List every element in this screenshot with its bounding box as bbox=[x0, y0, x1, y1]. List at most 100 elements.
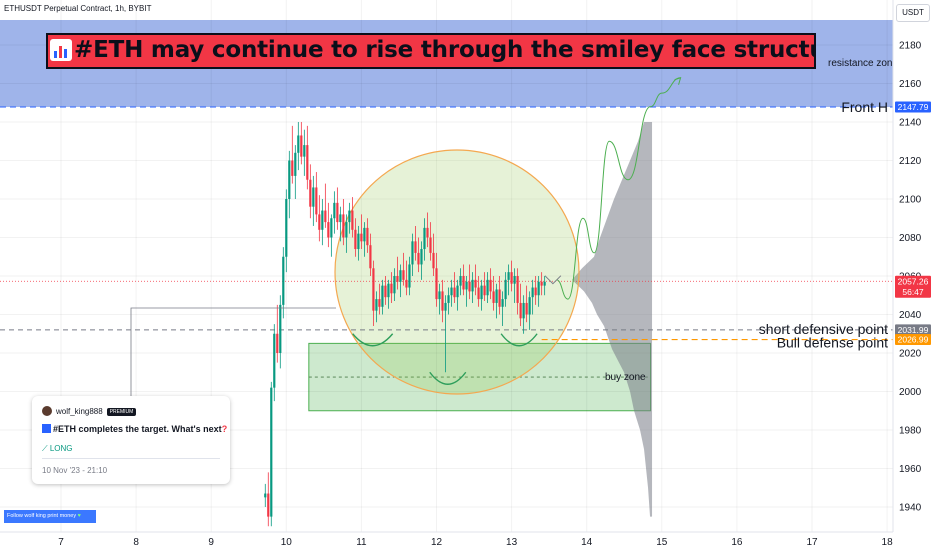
candle-body-78 bbox=[498, 289, 501, 307]
candle-body-48 bbox=[408, 264, 411, 288]
price-tag-bg-3 bbox=[895, 334, 931, 346]
time-tick-16: 16 bbox=[731, 537, 743, 548]
horizontal-levels bbox=[0, 106, 893, 341]
candle-body-40 bbox=[384, 285, 387, 298]
price-tag-1: 2057.26 bbox=[898, 276, 929, 286]
candle-body-12 bbox=[300, 135, 303, 157]
candle-body-70 bbox=[474, 279, 477, 288]
candle-body-53 bbox=[423, 227, 426, 250]
candle-body-18 bbox=[318, 214, 321, 230]
bar-chart-icon bbox=[42, 424, 51, 433]
price-tick-2140: 2140 bbox=[899, 118, 922, 129]
candle-body-54 bbox=[426, 227, 429, 238]
candle-body-73 bbox=[483, 285, 486, 296]
time-tick-8: 8 bbox=[133, 537, 139, 548]
candle-body-79 bbox=[501, 299, 504, 307]
post-title[interactable]: #ETH completes the target. What's next? bbox=[42, 424, 227, 434]
candle-body-77 bbox=[495, 289, 498, 303]
price-tag-3: 2026.99 bbox=[898, 335, 929, 345]
post-title-text: #ETH completes the target. What's next bbox=[53, 424, 222, 434]
candle-body-72 bbox=[480, 285, 483, 300]
card-divider bbox=[42, 458, 220, 459]
price-tick-2020: 2020 bbox=[899, 349, 922, 360]
price-tick-2180: 2180 bbox=[899, 41, 922, 52]
candle-body-38 bbox=[378, 299, 381, 307]
candle-body-49 bbox=[411, 241, 414, 265]
time-tick-14: 14 bbox=[581, 537, 593, 548]
candle-body-55 bbox=[429, 237, 432, 253]
price-tick-1960: 1960 bbox=[899, 464, 922, 475]
question-mark-icon: ? bbox=[221, 424, 228, 434]
candle-body-92 bbox=[540, 281, 543, 286]
candle-body-50 bbox=[414, 241, 417, 253]
candle-body-29 bbox=[351, 210, 354, 230]
direction-text: LONG bbox=[49, 444, 73, 453]
candle-body-57 bbox=[435, 268, 438, 300]
price-tick-2160: 2160 bbox=[899, 79, 922, 90]
candle-body-4 bbox=[276, 333, 279, 353]
candle-body-85 bbox=[519, 302, 522, 319]
candle-body-42 bbox=[390, 283, 393, 294]
candle-body-11 bbox=[297, 135, 300, 153]
time-tick-7: 7 bbox=[58, 537, 64, 548]
candle-body-5 bbox=[279, 304, 282, 353]
time-tick-12: 12 bbox=[431, 537, 443, 548]
candle-body-6 bbox=[282, 256, 285, 305]
candle-body-45 bbox=[399, 270, 402, 282]
currency-button[interactable]: USDT bbox=[896, 4, 930, 22]
candle-body-25 bbox=[339, 214, 342, 223]
short-defense-label: short defensive point bbox=[759, 321, 888, 337]
post-author[interactable]: wolf_king888 PREMIUM bbox=[42, 406, 137, 416]
candle-body-32 bbox=[360, 233, 363, 242]
time-tick-10: 10 bbox=[281, 537, 293, 548]
candle-body-44 bbox=[396, 276, 399, 282]
candle-body-61 bbox=[447, 295, 450, 303]
projection-path bbox=[556, 77, 681, 300]
candle-body-90 bbox=[534, 287, 537, 296]
candle-body-33 bbox=[363, 227, 366, 242]
candle-body-34 bbox=[366, 227, 369, 246]
candle-body-88 bbox=[528, 297, 531, 315]
level-labels: resistance zon Front H short defensive p… bbox=[605, 58, 892, 383]
smile-arc-1 bbox=[352, 333, 394, 347]
candle-body-22 bbox=[330, 218, 333, 238]
price-tag-bg-0 bbox=[895, 101, 931, 113]
smiley-face-circle bbox=[334, 149, 580, 395]
candle-body-3 bbox=[273, 333, 276, 388]
direction-label: ⟋ LONG bbox=[42, 444, 73, 454]
candle-body-24 bbox=[336, 202, 339, 223]
candle-body-21 bbox=[327, 222, 330, 238]
projection-arrowhead bbox=[674, 76, 682, 85]
time-tick-13: 13 bbox=[506, 537, 518, 548]
candle-body-93 bbox=[543, 281, 546, 286]
candle-body-37 bbox=[375, 299, 378, 311]
price-axis: 1940196019802000202020402060208021002120… bbox=[892, 0, 932, 550]
candle-body-66 bbox=[462, 276, 465, 290]
candle-body-75 bbox=[489, 279, 492, 292]
candle-body-26 bbox=[342, 214, 345, 238]
candle-body-60 bbox=[444, 302, 447, 311]
candle-body-8 bbox=[288, 160, 291, 199]
candle-body-47 bbox=[405, 279, 408, 288]
candle-body-64 bbox=[456, 285, 459, 298]
post-date: 10 Nov '23 - 21:10 bbox=[42, 466, 108, 475]
price-tag-bg-2 bbox=[895, 324, 931, 336]
price-tick-1980: 1980 bbox=[899, 426, 922, 437]
candle-body-69 bbox=[471, 279, 474, 292]
green-heart-icon: ♥ bbox=[77, 513, 81, 519]
candle-body-67 bbox=[465, 281, 468, 290]
front-high-label: Front H bbox=[841, 99, 888, 115]
candle-body-56 bbox=[432, 252, 435, 269]
candle-body-23 bbox=[333, 202, 336, 219]
candle-body-27 bbox=[345, 222, 348, 238]
follow-banner[interactable]: Follow wolf king print money ♥ bbox=[4, 510, 96, 523]
candle-body-15 bbox=[309, 179, 312, 207]
volume-profile-shape bbox=[572, 122, 653, 517]
candle-body-87 bbox=[525, 302, 528, 315]
trend-up-icon: ⟋ bbox=[42, 444, 50, 453]
post-card[interactable]: wolf_king888 PREMIUM #ETH completes the t… bbox=[32, 396, 230, 484]
candle-body-7 bbox=[285, 199, 288, 257]
candle-body-46 bbox=[402, 270, 405, 280]
candle-body-31 bbox=[357, 233, 360, 250]
